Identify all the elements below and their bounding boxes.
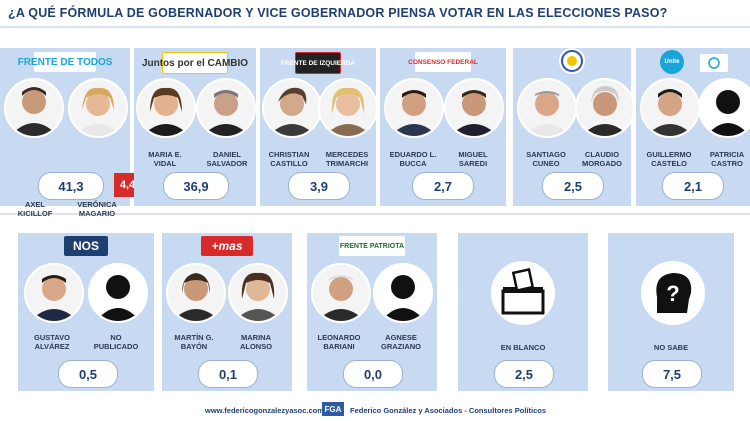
candidate-photo bbox=[166, 263, 226, 323]
candidate-name: LEONARDO BARIANI bbox=[317, 333, 361, 351]
logo-frente-de-izquierda: FRENTE DE IZQUIERDA bbox=[281, 52, 355, 74]
vote-value: 2,5 bbox=[542, 172, 604, 200]
logo-frente-patriota: FRENTE PATRIOTA bbox=[339, 236, 405, 256]
card-unite: Unite GUILLERMO CASTELO PATRICIA CASTRO bbox=[636, 48, 750, 206]
candidate-photo bbox=[196, 78, 256, 138]
vote-value: 7,5 bbox=[642, 360, 702, 388]
candidate-name: CHRISTIAN CASTILLO bbox=[268, 150, 310, 168]
card-en-blanco: EN BLANCO bbox=[458, 233, 588, 391]
candidate-name: MIGUEL SAREDI bbox=[458, 150, 488, 168]
candidate-name: CLAUDIO MORGADO bbox=[582, 150, 622, 168]
footer-logo: FGA bbox=[322, 402, 344, 416]
party-logo-icon bbox=[700, 54, 728, 72]
vote-value: 0,0 bbox=[343, 360, 403, 388]
candidate-photo bbox=[136, 78, 196, 138]
candidate-name: SANTIAGO CUNEO bbox=[526, 150, 566, 168]
candidate-name: VERÓNICA MAGARIO bbox=[77, 200, 117, 218]
logo-consenso-federal: CONSENSO FEDERAL bbox=[408, 52, 478, 72]
vote-value: 41,3 bbox=[38, 172, 104, 200]
vote-value: 2,5 bbox=[494, 360, 554, 388]
silhouette-icon bbox=[373, 263, 433, 323]
question-head-icon: ? bbox=[641, 261, 705, 325]
footer-url: www.federicogonzalezyasoc.com bbox=[205, 406, 324, 415]
option-label: EN BLANCO bbox=[500, 343, 546, 352]
logo-frente-de-todos: FRENTE DE TODOS bbox=[18, 52, 112, 72]
candidate-name: PATRICIA CASTRO bbox=[709, 150, 745, 168]
candidate-photo bbox=[640, 78, 700, 138]
card-juntos-por-el-cambio: Juntos por el CAMBIO MARIA E. VIDAL DANI… bbox=[134, 48, 256, 206]
logo-unite: Unite bbox=[660, 50, 684, 74]
card-no-sabe: ? NO SABE bbox=[608, 233, 734, 391]
logo-juntos-por-el-cambio: Juntos por el CAMBIO bbox=[142, 52, 248, 74]
chart-title: ¿A QUÉ FÓRMULA DE GOBERNADOR Y VICE GOBE… bbox=[8, 6, 668, 20]
vote-value: 2,1 bbox=[662, 172, 724, 200]
silhouette-icon bbox=[88, 263, 148, 323]
candidate-name: DANIEL SALVADOR bbox=[206, 150, 248, 168]
candidate-name: GUILLERMO CASTELO bbox=[646, 150, 692, 168]
vote-value: 3,9 bbox=[288, 172, 350, 200]
candidate-photo bbox=[318, 78, 378, 138]
middle-divider bbox=[0, 213, 750, 215]
candidate-photo bbox=[444, 78, 504, 138]
candidate-photo bbox=[384, 78, 444, 138]
candidate-name: MARINA ALONSO bbox=[239, 333, 273, 351]
vote-value: 2,7 bbox=[412, 172, 474, 200]
candidate-name: AGNESE GRAZIANO bbox=[381, 333, 421, 351]
candidate-name: GUSTAVO ALVÁREZ bbox=[34, 333, 70, 351]
card-consenso-federal: CONSENSO FEDERAL EDUARDO L. BUCCA MIGUEL… bbox=[380, 48, 506, 206]
candidate-photo bbox=[311, 263, 371, 323]
option-label: NO SABE bbox=[653, 343, 689, 352]
candidate-name: MERCEDES TRIMARCHI bbox=[325, 150, 369, 168]
candidate-name: EDUARDO L. BUCCA bbox=[389, 150, 437, 168]
silhouette-icon bbox=[698, 78, 750, 138]
candidate-photo bbox=[517, 78, 577, 138]
candidate-photo bbox=[4, 78, 64, 138]
candidate-photo bbox=[68, 78, 128, 138]
candidate-photo bbox=[262, 78, 322, 138]
candidate-photo bbox=[575, 78, 635, 138]
vote-value: 0,1 bbox=[198, 360, 258, 388]
candidate-name: NO PUBLICADO bbox=[93, 333, 139, 351]
vote-value: 0,5 bbox=[58, 360, 118, 388]
party-seal-icon bbox=[559, 48, 585, 74]
footer-firm: Federico González y Asociados - Consulto… bbox=[350, 406, 547, 415]
candidate-name: MARIA E. VIDAL bbox=[148, 150, 182, 168]
candidate-name: MARTÍN G. BAYÓN bbox=[174, 333, 214, 351]
logo-nos: NOS bbox=[64, 236, 108, 256]
candidate-photo bbox=[24, 263, 84, 323]
svg-text:?: ? bbox=[666, 281, 679, 306]
top-divider bbox=[0, 26, 750, 28]
logo-mas: +mas bbox=[201, 236, 253, 256]
ballot-box-icon bbox=[491, 261, 555, 325]
candidate-photo bbox=[228, 263, 288, 323]
vote-value: 36,9 bbox=[163, 172, 229, 200]
card-mas: +mas MARTÍN G. BAYÓN MARINA ALONSO bbox=[162, 233, 292, 391]
card-frente-de-izquierda: FRENTE DE IZQUIERDA CHRISTIAN CASTILLO M… bbox=[260, 48, 378, 206]
candidate-name: AXEL KICILLOF bbox=[17, 200, 53, 218]
